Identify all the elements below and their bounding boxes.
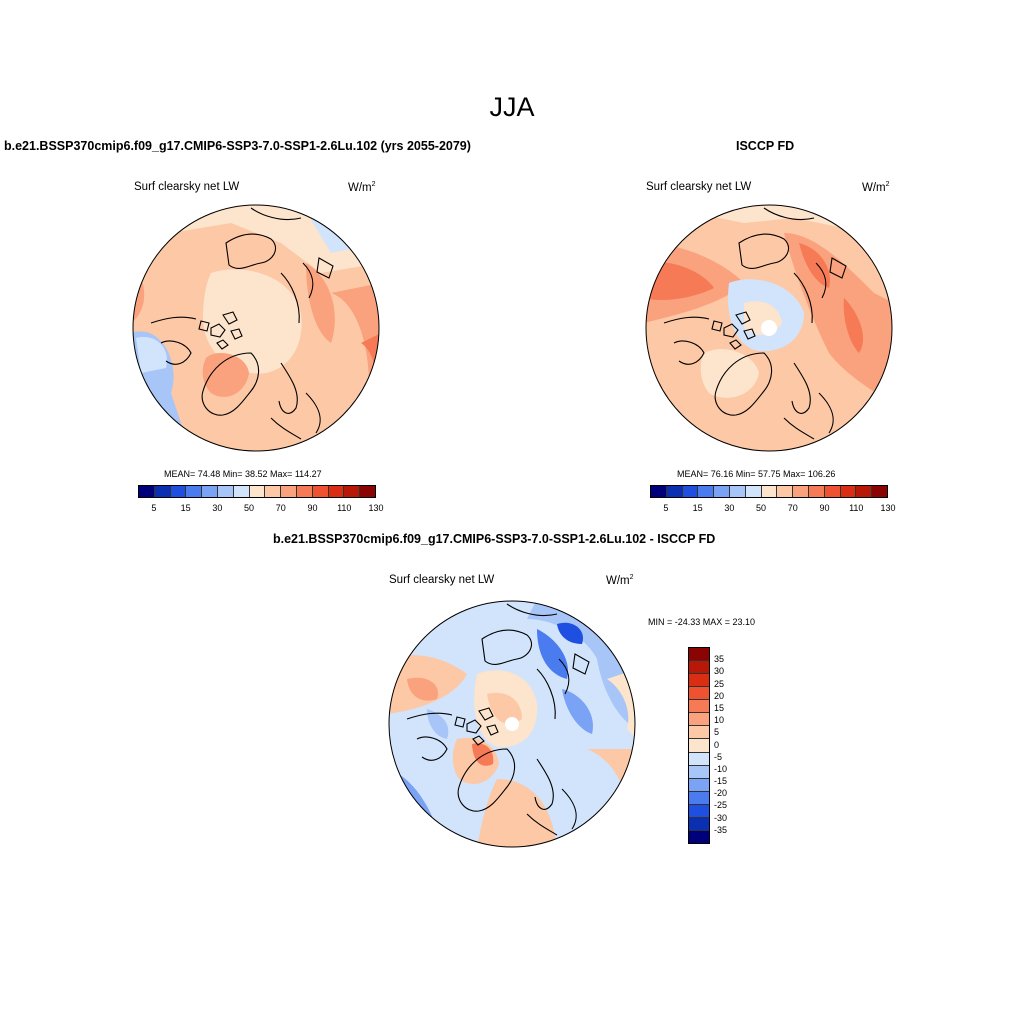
colorbar-tick-label: 10 [714,715,725,726]
left-units-label: W/m2 [348,181,376,194]
colorbar-tick-label: -15 [714,776,728,787]
colorbar-swatch [745,486,762,497]
colorbar-swatch [689,726,709,740]
diff-colorbar-labels: 35 30 25 20 15 10 5 0 -5 -10 -15 -20 -25 -30 -35 [714,647,754,842]
colorbar-swatch [281,486,297,497]
colorbar-tick-label: 110 [337,503,352,513]
right-stats: MEAN= 76.16 Min= 57.75 Max= 106.26 [677,469,836,479]
right-colorbar [650,485,888,498]
colorbar-swatch [139,486,155,497]
colorbar-swatch [344,486,361,497]
colorbar-tick-label: 5 [151,503,157,513]
colorbar-swatch [689,661,709,675]
colorbar-swatch [689,674,709,688]
colorbar-tick-label: 0 [714,739,720,750]
colorbar-swatch [328,486,345,497]
colorbar-tick-label: 20 [714,690,725,701]
colorbar-tick-label: -10 [714,763,728,774]
colorbar-swatch [186,486,203,497]
colorbar-tick-label: 90 [307,503,318,513]
right-units-label: W/m2 [862,181,890,194]
colorbar-tick-label: 35 [714,654,725,665]
right-variable-label: Surf clearsky net LW [646,181,752,193]
diff-stats: MIN = -24.33 MAX = 23.10 [648,617,756,627]
left-colorbar [138,485,376,498]
colorbar-swatch [689,752,709,766]
colorbar-tick-label: 30 [714,666,725,677]
colorbar-tick-label: 70 [275,503,286,513]
colorbar-swatch [840,486,857,497]
colorbar-swatch [217,486,234,497]
colorbar-tick-label: 130 [880,503,896,513]
colorbar-swatch [793,486,809,497]
colorbar-tick-label: 25 [714,678,725,689]
colorbar-swatch [689,713,709,727]
colorbar-swatch [651,486,667,497]
colorbar-swatch [689,648,709,662]
left-variable-label: Surf clearsky net LW [134,181,240,193]
left-polar-map [132,204,380,452]
diff-variable-label: Surf clearsky net LW [389,574,495,586]
colorbar-tick-label: 5 [714,727,720,738]
colorbar-swatch [265,486,282,497]
colorbar-swatch [824,486,841,497]
colorbar-swatch [154,486,171,497]
colorbar-swatch [689,778,709,792]
diff-units-label: W/m2 [606,574,634,587]
colorbar-swatch [170,486,187,497]
colorbar-tick-label: 110 [849,503,864,513]
colorbar-tick-label: -5 [714,751,723,762]
colorbar-swatch [682,486,699,497]
page-title: JJA [489,92,535,122]
colorbar-swatch [808,486,825,497]
colorbar-swatch [761,486,778,497]
colorbar-tick-label: -25 [714,800,728,811]
colorbar-tick-label: 30 [724,503,735,513]
colorbar-swatch [689,817,709,831]
colorbar-swatch [872,486,887,497]
colorbar-tick-label: 5 [663,503,669,513]
colorbar-tick-label: 50 [244,503,255,513]
colorbar-swatch [249,486,266,497]
colorbar-swatch [777,486,794,497]
colorbar-swatch [689,687,709,701]
colorbar-tick-label: -35 [714,824,728,835]
colorbar-tick-label: 90 [819,503,830,513]
colorbar-tick-label: 15 [692,503,703,513]
colorbar-swatch [689,765,709,779]
colorbar-tick-label: -30 [714,812,728,823]
colorbar-swatch [360,486,375,497]
colorbar-swatch [689,804,709,818]
colorbar-swatch [689,700,709,714]
colorbar-swatch [666,486,683,497]
colorbar-swatch [729,486,746,497]
colorbar-swatch [296,486,313,497]
colorbar-swatch [856,486,873,497]
colorbar-swatch [689,791,709,805]
left-stats: MEAN= 74.48 Min= 38.52 Max= 114.27 [164,469,322,479]
colorbar-tick-label: 30 [212,503,223,513]
left-panel-title: b.e21.BSSP370cmip6.f09_g17.CMIP6-SSP3-7.… [4,139,471,153]
colorbar-tick-label: 15 [180,503,191,513]
colorbar-tick-label: 70 [787,503,798,513]
colorbar-swatch [233,486,250,497]
colorbar-swatch [689,830,709,843]
right-colorbar-labels: 5 15 30 50 70 90 110 130 [650,503,895,515]
diff-colorbar [688,647,710,844]
diff-polar-map [388,600,636,848]
colorbar-swatch [714,486,730,497]
colorbar-tick-label: 15 [714,702,725,713]
colorbar-swatch [312,486,329,497]
left-colorbar-labels: 5 15 30 50 70 90 110 130 [138,503,383,515]
colorbar-swatch [689,739,709,753]
colorbar-swatch [202,486,218,497]
colorbar-swatch [698,486,715,497]
right-polar-map [645,204,893,452]
diff-panel-title: b.e21.BSSP370cmip6.f09_g17.CMIP6-SSP3-7.… [273,532,716,546]
right-panel-title: ISCCP FD [736,139,795,153]
colorbar-tick-label: 130 [368,503,384,513]
colorbar-tick-label: 50 [756,503,767,513]
colorbar-tick-label: -20 [714,788,728,799]
